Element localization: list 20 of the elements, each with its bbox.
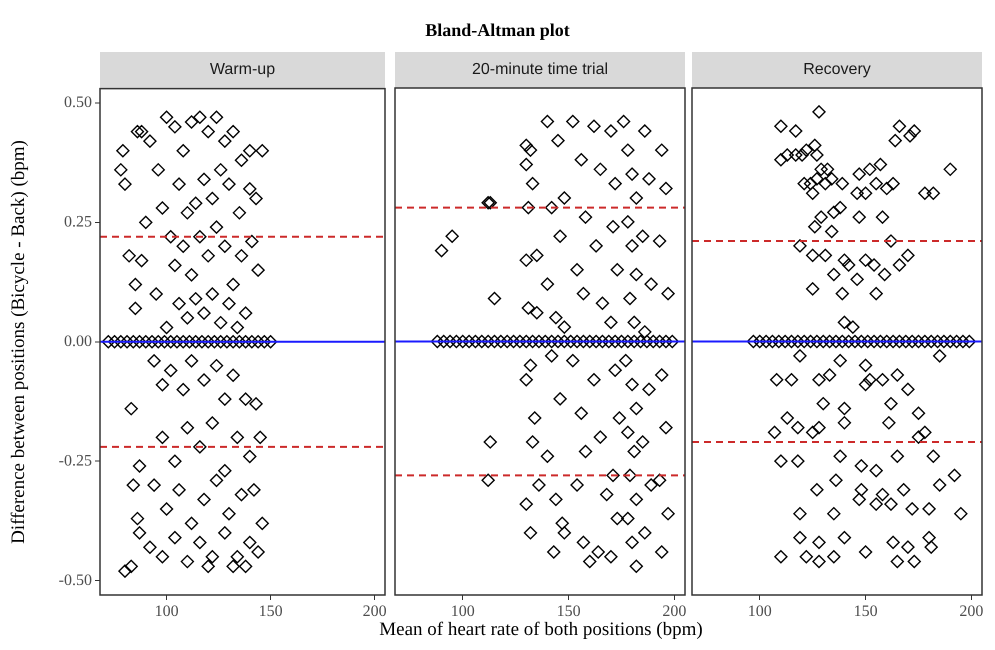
y-axis-title: Difference between positions (Bicycle - Back) (bpm): [8, 138, 30, 546]
x-tick-label: 200: [959, 602, 984, 620]
x-tick-label: 100: [748, 602, 772, 620]
x-tick-label: 150: [854, 602, 878, 620]
x-axis-title: Mean of heart rate of both positions (bpm): [378, 619, 704, 641]
chart-subtitle: Warm-up: [100, 52, 385, 88]
x-tick-label: 200: [362, 602, 387, 620]
x-tick-label: 200: [662, 602, 686, 620]
y-tick-label: -0.50: [58, 572, 92, 589]
chart-title: Bland-Altman plot: [424, 20, 571, 41]
y-tick-label: -0.25: [58, 452, 92, 470]
y-tick-label: 0.25: [64, 214, 92, 231]
chart-subtitle: Recovery: [692, 52, 982, 88]
y-tick-label: 0.50: [64, 94, 92, 112]
chart-subtitle: 20-minute time trial: [395, 52, 685, 88]
x-tick-label: 150: [258, 602, 283, 620]
y-tick-label: 0.00: [64, 333, 92, 350]
x-tick-label: 150: [556, 602, 581, 620]
x-tick-label: 100: [154, 602, 179, 620]
x-tick-label: 100: [450, 602, 475, 620]
